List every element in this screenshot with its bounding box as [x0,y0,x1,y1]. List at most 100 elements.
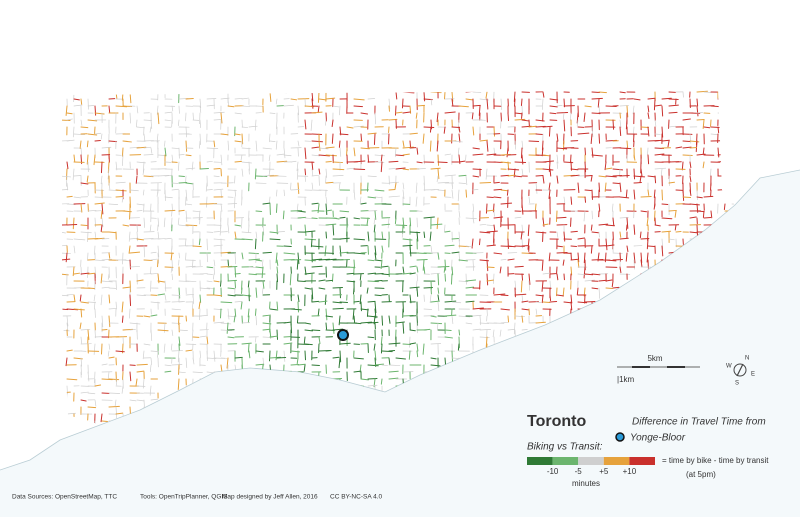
street [255,336,257,343]
street [360,112,369,115]
street [240,301,243,310]
street [702,210,705,218]
street [178,371,186,374]
street [325,258,337,261]
street [437,287,440,294]
street [402,322,405,334]
street [219,308,222,319]
compass-ring [733,363,747,377]
street [367,280,379,283]
street [472,104,481,107]
street [640,168,643,177]
street [233,315,236,323]
street [619,147,632,150]
legend-swatch [578,457,604,465]
street [213,266,215,275]
street [605,224,615,227]
street [353,315,356,324]
street [143,343,151,346]
street [486,273,489,286]
street [184,238,187,247]
street [304,343,313,346]
credit: Map designed by Jeff Allen, 2016 [222,494,318,501]
street [80,231,92,234]
street [94,139,101,142]
street [548,182,551,191]
street [444,244,455,247]
street [401,98,404,109]
street [254,308,257,316]
street [668,111,678,114]
street [429,294,432,304]
street [143,315,151,318]
street [612,217,615,227]
street [317,308,320,317]
street [283,252,296,255]
street [199,167,209,170]
street [661,203,669,206]
street [178,119,180,126]
street [275,203,278,213]
street [262,287,264,294]
street [521,315,524,323]
street [150,251,157,254]
street [206,357,217,359]
street [290,98,298,101]
street [129,189,139,192]
street [304,175,306,182]
street [114,399,117,407]
street [136,126,145,129]
street [269,140,276,142]
street [528,140,540,143]
street [80,126,89,129]
street [654,153,665,156]
street [674,210,677,218]
street [486,230,498,233]
street [94,266,97,278]
street [423,266,426,275]
street [227,140,230,151]
street [171,259,173,272]
street [520,147,523,159]
legend-swatch [629,457,655,465]
street [458,160,466,163]
street [451,98,454,107]
street [332,105,340,108]
street [150,329,153,341]
street [269,91,272,102]
street [170,343,173,351]
street [275,350,278,361]
street [241,126,249,128]
street [563,196,566,205]
street [647,126,650,137]
street [311,111,323,114]
street [520,98,523,107]
street [528,196,531,204]
street [79,322,82,330]
street [248,258,260,261]
street [534,203,537,212]
street [612,286,620,289]
street [388,98,391,109]
street [646,217,649,226]
street [318,300,328,303]
street [367,336,375,339]
street [150,119,153,130]
street [332,301,342,304]
street [100,294,103,306]
street [339,133,349,136]
street [220,203,223,212]
street [332,307,344,310]
street [296,357,299,365]
street [549,105,558,108]
street [500,174,510,177]
street [500,202,513,205]
street [570,258,579,261]
street [213,231,220,233]
street [353,105,363,108]
street [584,279,595,282]
street [423,231,426,239]
street [591,154,603,157]
origin-name: Yonge-Bloor [630,433,686,444]
street [136,203,145,206]
